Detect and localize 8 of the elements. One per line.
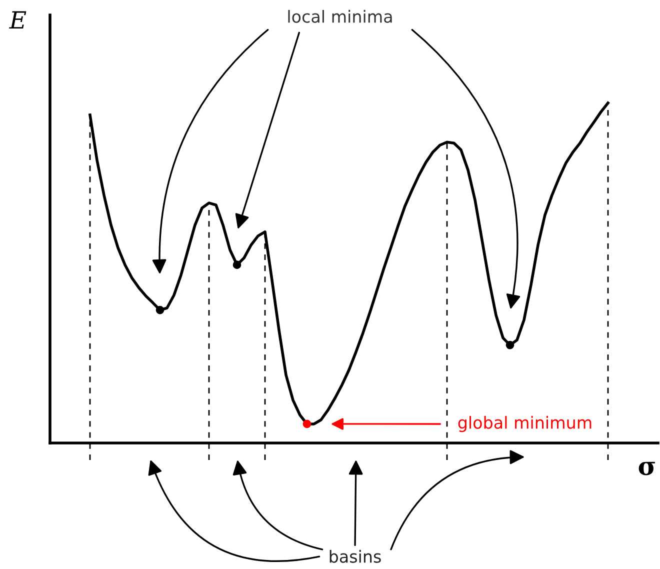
text: basins — [330, 550, 381, 563]
y-axis-title: E — [9, 11, 26, 29]
point — [232, 260, 242, 270]
text: local minima — [288, 10, 392, 23]
x-axis-title: σ — [638, 462, 655, 476]
annotation: global minimum — [458, 416, 592, 432]
point — [506, 340, 514, 350]
point — [156, 306, 164, 314]
